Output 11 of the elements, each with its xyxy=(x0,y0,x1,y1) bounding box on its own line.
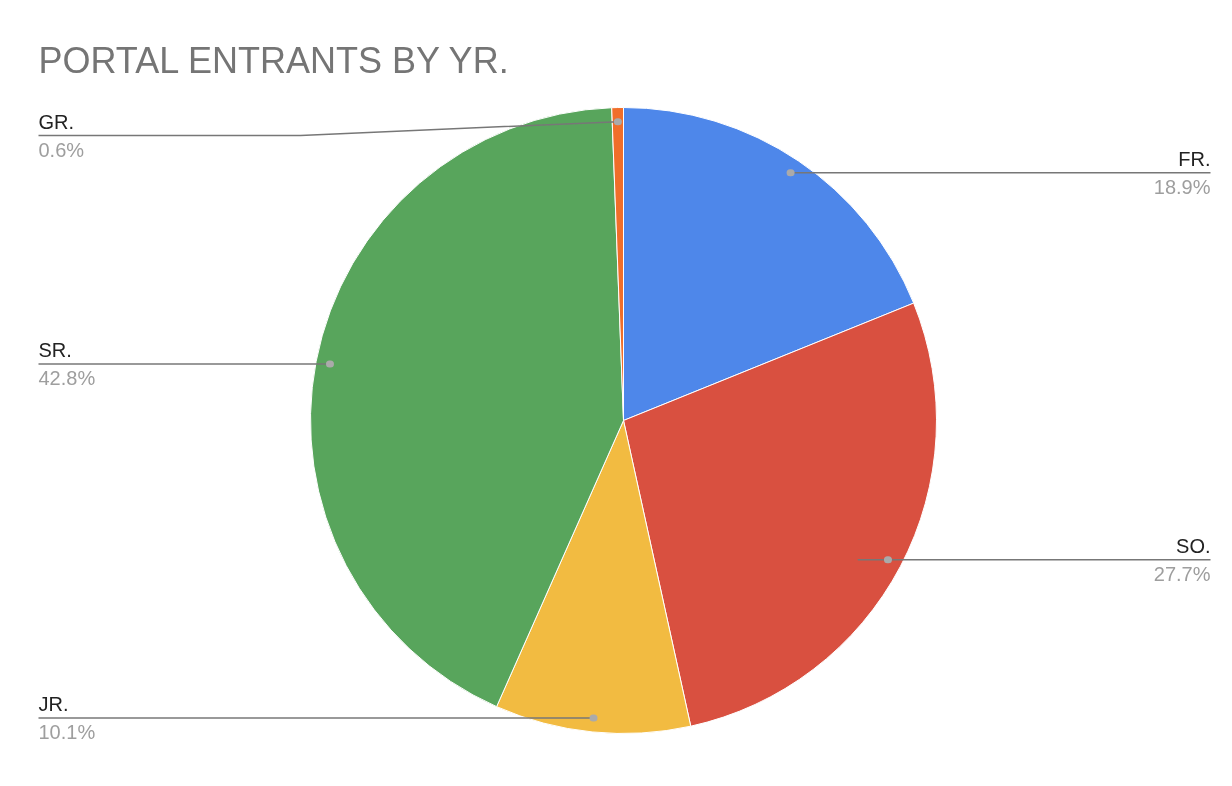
chart-title: PORTAL ENTRANTS BY YR. xyxy=(38,40,509,81)
data-label: 18.9% xyxy=(1153,175,1211,198)
data-label: 10.1% xyxy=(38,720,96,743)
slice-label: SO. xyxy=(1176,534,1211,557)
data-label: 42.8% xyxy=(38,367,96,390)
data-label: 0.6% xyxy=(38,138,85,161)
slice-label: JR. xyxy=(38,692,69,715)
slice-label: GR. xyxy=(38,110,75,133)
slice-label: SR. xyxy=(38,339,72,362)
data-label: 27.7% xyxy=(1153,562,1211,585)
slice-label: FR. xyxy=(1178,147,1211,170)
